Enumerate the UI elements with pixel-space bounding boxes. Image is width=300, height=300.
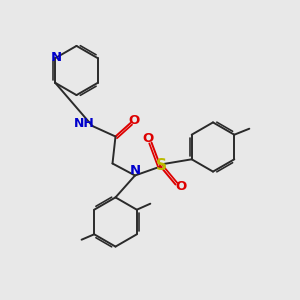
Text: O: O: [129, 113, 140, 127]
Text: O: O: [176, 179, 187, 193]
Text: S: S: [156, 158, 167, 173]
Text: N: N: [51, 51, 62, 64]
Text: NH: NH: [74, 117, 94, 130]
Text: O: O: [142, 132, 153, 145]
Text: N: N: [130, 164, 141, 178]
